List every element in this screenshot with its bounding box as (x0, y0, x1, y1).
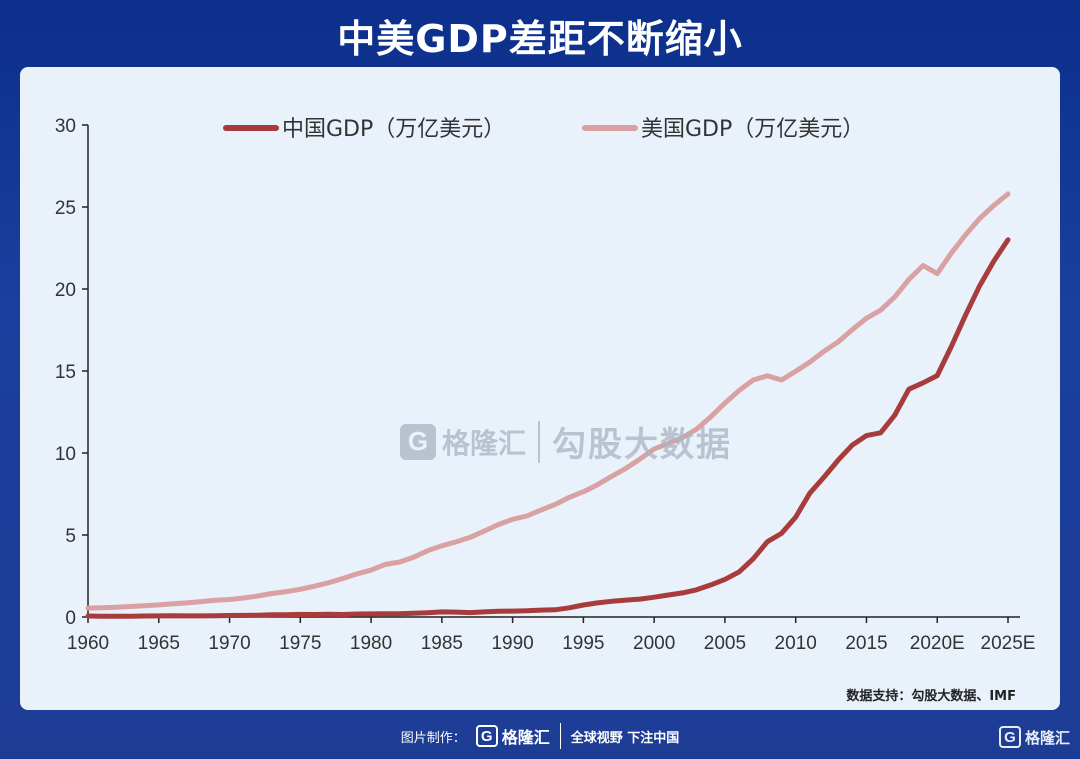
legend-label: 美国GDP（万亿美元） (641, 117, 864, 142)
y-tick-label: 30 (55, 116, 76, 137)
corner-logo-icon: G (998, 726, 1021, 748)
x-tick-label: 1975 (279, 633, 321, 654)
x-tick-label: 1960 (67, 633, 109, 654)
series-line-china (85, 237, 1011, 619)
x-tick-label: 2000 (633, 633, 675, 654)
y-tick-label: 0 (65, 608, 76, 629)
y-tick-label: 15 (55, 362, 76, 383)
x-tick-label: 1985 (421, 633, 463, 654)
watermark-logo-icon: G (400, 423, 436, 460)
x-tick-label: 1980 (350, 633, 392, 654)
x-tick-label: 2025E (981, 633, 1036, 654)
footer-made-by: 图片制作： (400, 730, 466, 746)
x-tick-label: 2010 (775, 633, 817, 654)
x-tick-label: 2020E (910, 633, 965, 654)
series-line-usa (85, 191, 1011, 611)
watermark-divider (538, 420, 541, 463)
x-tick-label: 1990 (491, 633, 533, 654)
footer: 图片制作： G 格隆汇 全球视野 下注中国 (0, 718, 1080, 754)
y-tick-label: 20 (55, 280, 76, 301)
x-tick-label: 1965 (138, 633, 180, 654)
x-tick-label: 1970 (208, 633, 250, 654)
x-tick-label: 1995 (562, 633, 604, 654)
watermark-text: 勾股大数据 (552, 425, 733, 465)
data-source: 数据支持：勾股大数据、IMF (846, 689, 1016, 704)
y-tick-label: 25 (55, 198, 76, 219)
watermark-brand: 格隆汇 (442, 426, 527, 460)
footer-slogan: 全球视野 下注中国 (570, 730, 680, 746)
watermark: G 格隆汇 勾股大数据 (400, 417, 732, 466)
corner-brand: 格隆汇 (1024, 728, 1070, 747)
page-title: 中美GDP差距不断缩小 (337, 17, 743, 61)
chart-panel: 0 5 10 15 20 25 30 1960 1965 1970 1975 1980 1985 1990… (20, 67, 1060, 710)
footer-brand: 格隆汇 (501, 728, 550, 747)
footer-divider (559, 723, 561, 749)
legend-label: 中国GDP（万亿美元） (282, 117, 505, 142)
y-tick-label: 10 (55, 444, 76, 465)
x-tick-label: 2015 (845, 633, 887, 654)
corner-logo: G 格隆汇 (998, 726, 1070, 748)
y-tick-label: 5 (65, 526, 76, 547)
gdp-line-chart: 0 5 10 15 20 25 30 1960 1965 1970 1975 1980 1985 1990… (55, 116, 1036, 654)
x-tick-label: 2005 (704, 633, 746, 654)
footer-logo-icon: G (475, 725, 498, 747)
